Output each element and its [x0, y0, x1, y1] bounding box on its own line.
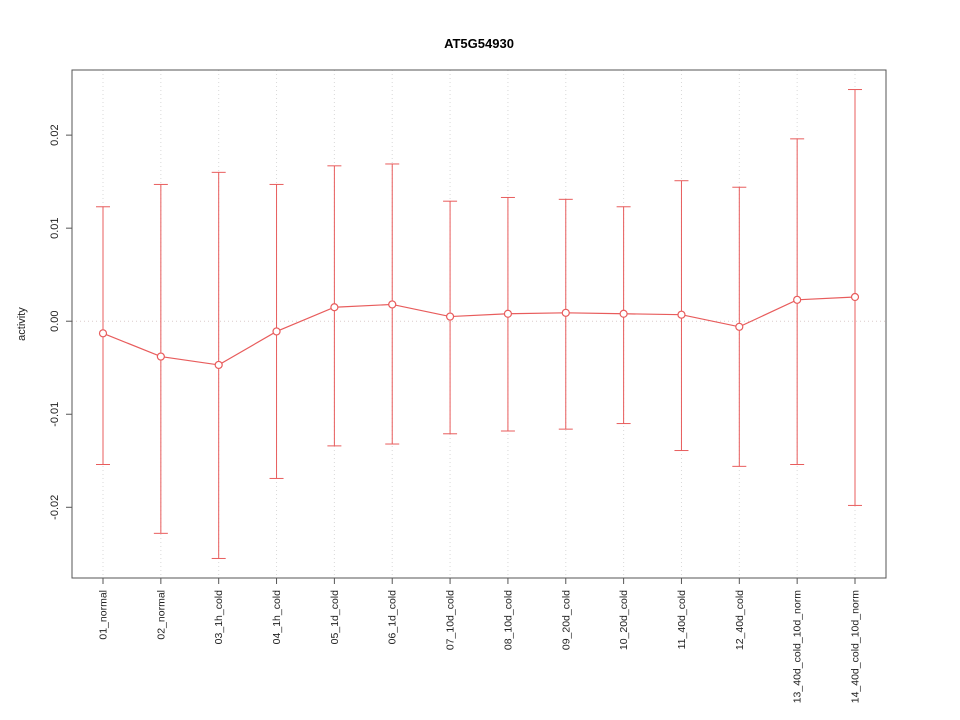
- plot-border: [71, 69, 887, 579]
- data-point: [503, 309, 513, 318]
- data-point: [677, 310, 686, 319]
- x-tick-label: 02_normal: [155, 590, 167, 640]
- x-tick-label: 06_1d_cold: [387, 590, 399, 644]
- y-tick-label: -0.02: [49, 495, 61, 520]
- y-tick-label: -0.01: [49, 402, 61, 427]
- data-point: [272, 327, 281, 336]
- y-tick-label: 0.01: [49, 217, 61, 238]
- data-point: [98, 329, 108, 338]
- data-point: [388, 300, 397, 309]
- data-point: [793, 295, 802, 304]
- data-point: [445, 312, 455, 321]
- x-tick-label: 10_20d_cold: [618, 590, 630, 650]
- data-point: [735, 322, 744, 331]
- x-tick-label: 09_20d_cold: [560, 590, 572, 650]
- y-tick-label: 0.00: [49, 310, 61, 331]
- x-tick-label: 04_1h_cold: [271, 590, 283, 644]
- series-activity: [96, 89, 862, 559]
- x-tick-label: 14_40d_cold_10d_norm: [850, 590, 862, 704]
- x-tick-label: 13_40d_cold_10d_norm: [792, 590, 804, 704]
- x-tick-label: 11_40d_cold: [676, 590, 688, 650]
- chart-title: AT5G54930: [444, 36, 514, 51]
- x-tick-label: 08_10d_cold: [502, 590, 514, 650]
- data-point: [214, 360, 223, 370]
- x-tick-label: 03_1h_cold: [213, 590, 225, 644]
- data-point: [156, 352, 165, 361]
- data-point: [330, 303, 339, 312]
- data-point: [850, 292, 860, 302]
- data-point: [561, 308, 570, 317]
- data-point: [619, 309, 628, 318]
- x-tick-label: 07_10d_cold: [445, 590, 457, 650]
- y-tick-label: 0.02: [49, 124, 61, 145]
- x-tick-label: 05_1d_cold: [329, 590, 341, 644]
- x-tick-label: 12_40d_cold: [734, 590, 746, 650]
- series-line: [102, 296, 856, 366]
- y-axis-label: activity: [16, 307, 28, 341]
- x-tick-label: 01_normal: [98, 590, 110, 640]
